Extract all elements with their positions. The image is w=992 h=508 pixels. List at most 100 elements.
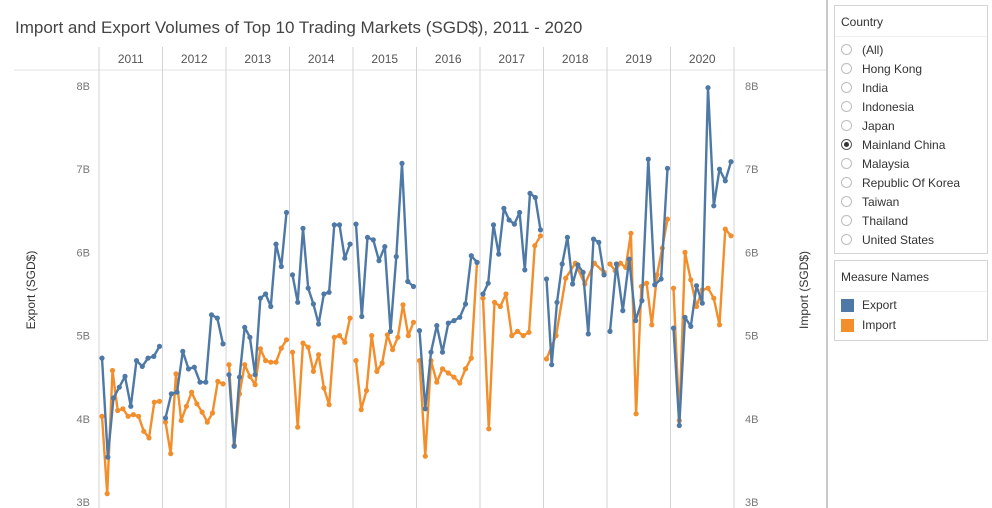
- radio-unchecked-icon[interactable]: [841, 158, 852, 169]
- export-point: [658, 276, 664, 282]
- side-panel: Country (All) Hong Kong India Indonesia Japa…: [834, 5, 988, 347]
- country-option[interactable]: Thailand: [835, 211, 987, 230]
- country-option[interactable]: India: [835, 78, 987, 97]
- country-option[interactable]: Japan: [835, 116, 987, 135]
- radio-unchecked-icon[interactable]: [841, 82, 852, 93]
- country-option[interactable]: Taiwan: [835, 192, 987, 211]
- import-point: [300, 340, 306, 346]
- import-point: [462, 366, 469, 372]
- export-point: [110, 395, 117, 401]
- export-point: [501, 205, 507, 211]
- export-point: [364, 234, 371, 240]
- y-tick-label-right: 3B: [745, 497, 758, 508]
- import-point: [178, 417, 184, 424]
- import-point: [125, 413, 131, 419]
- import-point: [711, 295, 717, 301]
- import-point: [509, 333, 515, 339]
- export-point: [295, 299, 301, 305]
- import-point: [278, 345, 284, 351]
- export-point: [405, 278, 411, 285]
- radio-unchecked-icon[interactable]: [841, 196, 852, 207]
- export-point: [139, 363, 145, 369]
- import-line-2012: [164, 372, 224, 455]
- y-tick-label-right: 6B: [745, 247, 758, 259]
- export-point: [716, 166, 723, 172]
- export-point: [537, 227, 544, 233]
- legend-item[interactable]: Import: [835, 315, 987, 335]
- export-point: [220, 341, 226, 347]
- import-point: [693, 303, 700, 310]
- import-point: [457, 380, 463, 386]
- export-point: [517, 209, 523, 216]
- export-point: [485, 280, 491, 286]
- export-point: [522, 267, 528, 273]
- export-point: [197, 379, 203, 385]
- country-option[interactable]: Republic Of Korea: [835, 173, 987, 192]
- export-point: [559, 261, 565, 267]
- import-point: [728, 233, 734, 239]
- import-point: [617, 260, 624, 266]
- import-point: [141, 428, 147, 434]
- import-point: [705, 285, 711, 291]
- export-point: [445, 320, 451, 326]
- radio-unchecked-icon[interactable]: [841, 44, 852, 55]
- radio-checked-icon[interactable]: [841, 139, 852, 150]
- radio-unchecked-icon[interactable]: [841, 177, 852, 188]
- export-point: [511, 221, 517, 227]
- import-point: [347, 315, 353, 321]
- export-point: [310, 301, 316, 307]
- radio-unchecked-icon[interactable]: [841, 63, 852, 74]
- export-point: [474, 259, 480, 265]
- export-point: [676, 422, 682, 429]
- export-point: [480, 291, 486, 297]
- import-point: [295, 424, 301, 430]
- radio-unchecked-icon[interactable]: [841, 120, 852, 131]
- import-point: [468, 355, 474, 361]
- country-option-label: (All): [862, 42, 884, 57]
- export-point: [214, 315, 220, 321]
- legend-list: Export Import: [835, 292, 987, 340]
- import-point: [336, 333, 343, 339]
- country-option[interactable]: Malaysia: [835, 154, 987, 173]
- export-point: [670, 325, 677, 331]
- country-option[interactable]: United States: [835, 230, 987, 249]
- import-point: [491, 299, 498, 305]
- export-point: [601, 272, 607, 278]
- export-point: [554, 299, 560, 305]
- country-option-label: Mainland China: [862, 137, 946, 152]
- country-option[interactable]: Mainland China: [835, 135, 987, 154]
- country-option[interactable]: Hong Kong: [835, 59, 987, 78]
- country-option[interactable]: (All): [835, 40, 987, 59]
- radio-unchecked-icon[interactable]: [841, 101, 852, 112]
- import-point: [379, 360, 385, 366]
- import-point: [607, 261, 613, 267]
- radio-unchecked-icon[interactable]: [841, 234, 852, 245]
- import-point: [451, 374, 457, 380]
- year-label: 2016: [435, 52, 462, 66]
- import-point: [115, 407, 121, 414]
- import-point: [374, 368, 380, 374]
- export-point: [410, 283, 417, 290]
- export-point: [300, 225, 306, 231]
- export-point: [208, 312, 215, 318]
- export-point: [376, 258, 382, 264]
- export-point: [252, 372, 258, 378]
- export-point: [347, 241, 353, 247]
- export-point: [570, 281, 576, 287]
- country-option[interactable]: Indonesia: [835, 97, 987, 116]
- radio-unchecked-icon[interactable]: [841, 215, 852, 226]
- export-point: [236, 374, 243, 380]
- country-option-label: Thailand: [862, 213, 909, 228]
- export-point: [722, 178, 728, 184]
- import-line-2019: [609, 218, 669, 415]
- export-line-2016: [418, 254, 478, 410]
- legend-item[interactable]: Export: [835, 295, 987, 315]
- export-point: [185, 366, 192, 372]
- export-point: [151, 353, 157, 359]
- export-point: [162, 415, 169, 421]
- import-point: [649, 322, 655, 328]
- measure-legend-title: Measure Names: [835, 261, 987, 292]
- import-point: [130, 412, 136, 418]
- import-point: [384, 332, 390, 338]
- import-point: [247, 373, 253, 379]
